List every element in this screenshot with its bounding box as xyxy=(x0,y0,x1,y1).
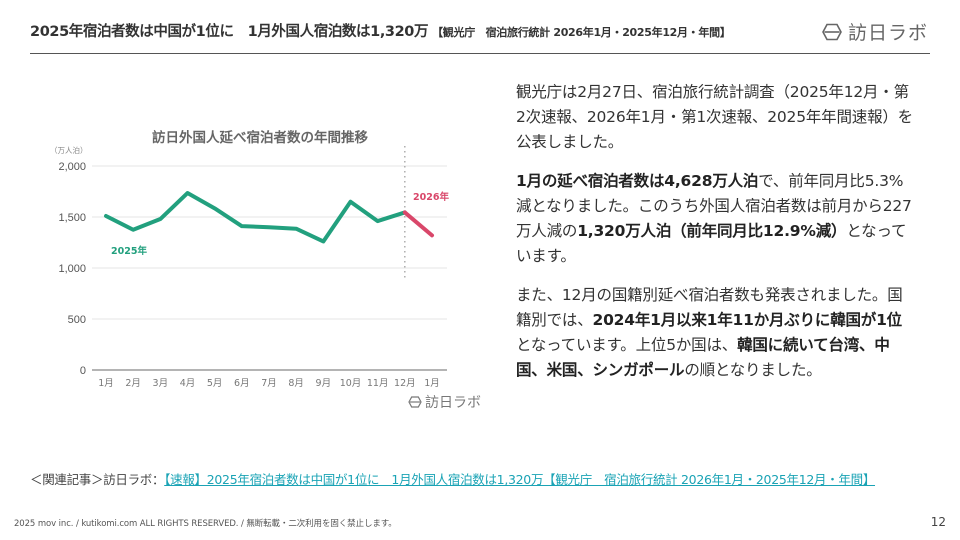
x-tick-label: 7月 xyxy=(261,378,277,389)
slide-header: 2025年宿泊者数は中国が1位に 1月外国人宿泊数は1,320万 【観光庁 宿泊旅… xyxy=(30,18,930,52)
x-tick-label: 4月 xyxy=(180,378,196,389)
chart-canvas: 訪日外国人延べ宿泊者数の年間推移 （万人泊） 0 500 1,000 1,500 2,0… xyxy=(50,129,449,389)
page-number: 12 xyxy=(930,515,946,529)
x-axis-ticks: 1月 2月 3月 4月 5月 6月 7月 8月 9月 10月 11月 12月 1月 xyxy=(98,378,440,389)
emphasis-text: 韓国に続いて台湾、中国、米国、シンガポール xyxy=(516,336,890,379)
watermark-text: 訪日ラボ xyxy=(425,395,481,411)
article-paragraph: また、12月の国籍別延べ宿泊者数も発表されました。国籍別では、2024年1月以来… xyxy=(516,283,916,383)
chart-title: 訪日外国人延べ宿泊者数の年間推移 xyxy=(152,129,368,146)
y-tick-label: 1,000 xyxy=(58,263,86,275)
body-text: で、前年同月比5.3%減となりました。このうち外国人宿泊者数は前月から227万人… xyxy=(516,172,912,240)
x-tick-label: 3月 xyxy=(153,378,169,389)
chart-watermark: 訪日ラボ xyxy=(408,392,481,412)
x-tick-label: 10月 xyxy=(340,378,362,389)
page-title: 2025年宿泊者数は中国が1位に 1月外国人宿泊数は1,320万 【観光庁 宿泊旅… xyxy=(30,20,731,41)
related-label: ＜関連記事＞訪日ラボ： xyxy=(30,472,165,487)
line-chart: 訪日外国人延べ宿泊者数の年間推移 （万人泊） 0 500 1,000 1,500 2,0… xyxy=(40,120,490,420)
body-text: となっています。 xyxy=(516,222,907,265)
emphasis-text: 2024年1月以来1年11か月ぶりに韓国が1位 xyxy=(592,311,903,329)
x-tick-label: 12月 xyxy=(394,378,416,389)
series-2026-line xyxy=(402,210,434,238)
x-tick-label: 6月 xyxy=(234,378,250,389)
y-axis-ticks: 0 500 1,000 1,500 2,000 xyxy=(58,161,86,377)
y-axis-unit: （万人泊） xyxy=(50,145,88,155)
x-tick-label: 11月 xyxy=(367,378,389,389)
series-label-2025: 2025年 xyxy=(111,245,147,257)
title-source: 【観光庁 宿泊旅行統計 2026年1月・2025年12月・年間】 xyxy=(432,26,731,39)
copyright-footer: 2025 mov inc. / kutikomi.com ALL RIGHTS … xyxy=(14,519,397,529)
series-label-2026: 2026年 xyxy=(413,191,449,203)
y-tick-label: 2,000 xyxy=(58,161,86,173)
x-tick-label: 1月 xyxy=(424,378,440,389)
header-divider xyxy=(30,53,930,54)
series-2025-line xyxy=(104,191,407,244)
hexagon-logo-icon xyxy=(822,23,842,41)
article-paragraph: 観光庁は2月27日、宿泊旅行統計調査（2025年12月・第2次速報、2026年1… xyxy=(516,80,916,155)
emphasis-text: 1,320万人泊（前年同月比12.9%減） xyxy=(577,222,847,240)
y-tick-label: 0 xyxy=(80,365,86,377)
related-article: ＜関連記事＞訪日ラボ：【速報】2025年宿泊者数は中国が1位に 1月外国人宿泊数… xyxy=(30,471,910,488)
title-main: 2025年宿泊者数は中国が1位に 1月外国人宿泊数は1,320万 xyxy=(30,24,429,40)
brand-logo: 訪日ラボ xyxy=(822,18,928,45)
x-tick-label: 5月 xyxy=(207,378,223,389)
related-article-link[interactable]: 【速報】2025年宿泊者数は中国が1位に 1月外国人宿泊数は1,320万【観光庁… xyxy=(164,472,876,487)
emphasis-text: 1月の延べ宿泊者数は4,628万人泊 xyxy=(516,172,759,190)
logo-text: 訪日ラボ xyxy=(847,22,928,44)
body-text: となっています。上位5か国は、 xyxy=(516,336,738,354)
article-paragraph: 1月の延べ宿泊者数は4,628万人泊で、前年同月比5.3%減となりました。このう… xyxy=(516,169,916,269)
hexagon-logo-icon xyxy=(408,396,422,408)
y-tick-label: 500 xyxy=(68,314,86,326)
x-tick-label: 9月 xyxy=(316,378,332,389)
x-tick-label: 2月 xyxy=(125,378,141,389)
body-text: 観光庁は2月27日、宿泊旅行統計調査（2025年12月・第2次速報、2026年1… xyxy=(516,83,913,151)
x-tick-label: 8月 xyxy=(288,378,304,389)
chart-gridlines xyxy=(92,165,447,371)
body-text: の順となりました。 xyxy=(684,361,822,379)
body-text: また、12月の国籍別延べ宿泊者数も発表されました。国籍別では、 xyxy=(516,286,903,329)
x-tick-label: 1月 xyxy=(98,378,114,389)
y-tick-label: 1,500 xyxy=(58,212,86,224)
article-body: 観光庁は2月27日、宿泊旅行統計調査（2025年12月・第2次速報、2026年1… xyxy=(516,80,916,397)
